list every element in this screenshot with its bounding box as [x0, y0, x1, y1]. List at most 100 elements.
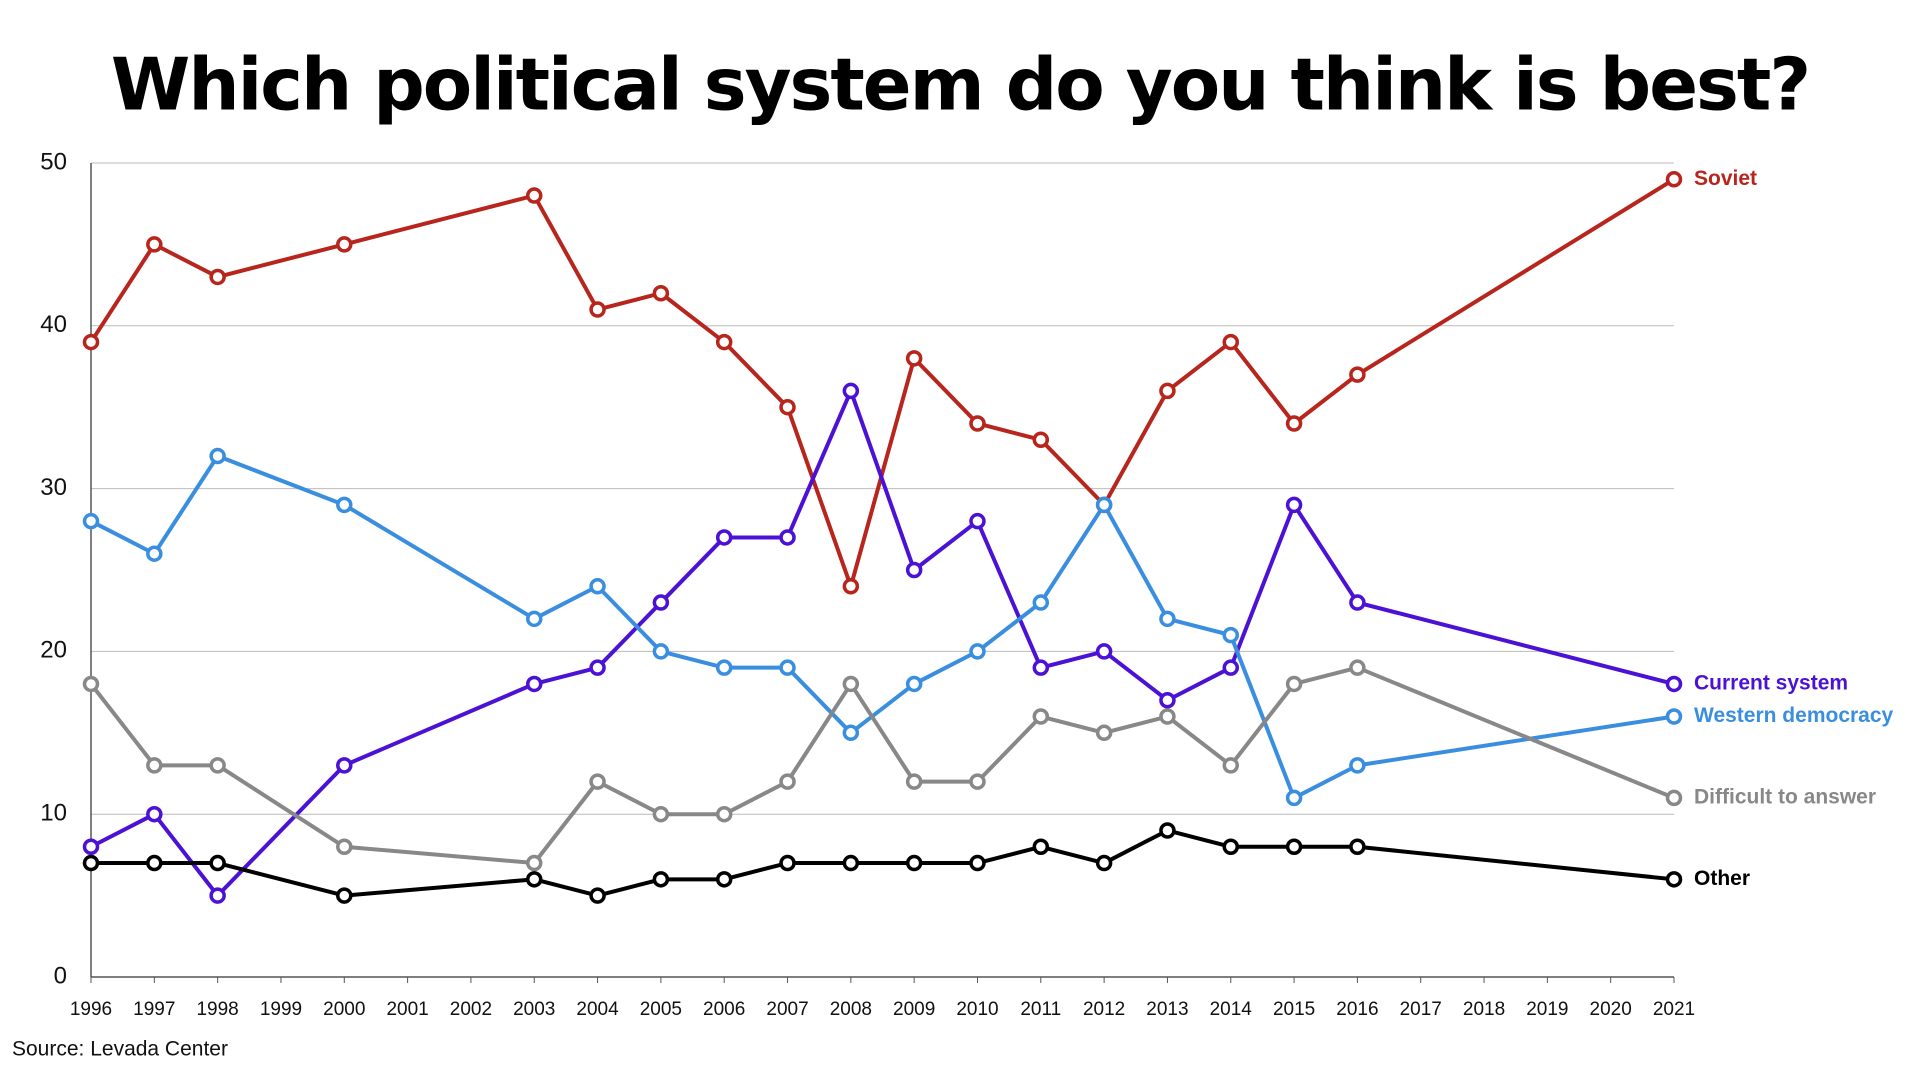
point	[1159, 691, 1176, 709]
y-tick-label: 20	[40, 637, 67, 664]
point	[82, 675, 100, 693]
point	[1095, 724, 1113, 742]
point	[779, 659, 796, 676]
point	[1159, 822, 1176, 839]
point	[779, 529, 796, 546]
x-tick-label: 2021	[1653, 999, 1695, 1020]
x-tick-label: 2008	[830, 999, 872, 1020]
series-line	[91, 828, 1675, 898]
point	[715, 333, 733, 351]
point	[1032, 708, 1050, 725]
x-tick-label: 2005	[640, 999, 682, 1020]
x-tick-label: 2011	[1020, 999, 1061, 1020]
point	[209, 268, 226, 286]
x-tick-label: 1998	[196, 999, 238, 1020]
point	[1665, 708, 1683, 725]
point	[1095, 854, 1113, 872]
point	[146, 236, 163, 253]
point	[1222, 626, 1240, 644]
point	[146, 805, 163, 823]
point	[969, 773, 986, 790]
point	[1032, 431, 1050, 449]
point	[715, 529, 733, 546]
x-tick-label: 2003	[513, 999, 555, 1020]
point	[969, 854, 986, 872]
point	[652, 805, 670, 823]
y-tick-label: 40	[40, 311, 67, 338]
point	[146, 545, 163, 562]
x-tick-label: 2012	[1083, 999, 1125, 1020]
point	[715, 871, 733, 888]
point	[905, 561, 923, 579]
source: Source: Levada Center	[12, 1038, 228, 1061]
point	[1349, 366, 1366, 383]
point	[842, 382, 860, 400]
point	[1159, 708, 1176, 725]
point	[905, 675, 923, 693]
point	[969, 643, 986, 660]
series-label: Current system	[1694, 672, 1848, 695]
point	[146, 757, 163, 774]
point	[652, 594, 670, 611]
point	[779, 773, 796, 790]
point	[1032, 838, 1050, 856]
point	[1285, 415, 1303, 432]
x-tick-label: 2002	[450, 999, 492, 1020]
point	[589, 659, 606, 676]
point	[336, 496, 353, 514]
x-tick-label: 2001	[386, 999, 428, 1020]
point	[652, 871, 670, 888]
point	[969, 512, 986, 530]
point	[589, 773, 606, 790]
point	[1349, 594, 1366, 611]
x-tick-label: 2019	[1526, 999, 1568, 1020]
point	[1222, 838, 1240, 856]
point	[589, 578, 606, 595]
point	[842, 854, 860, 872]
x-tick-label: 2009	[893, 999, 935, 1020]
point	[1285, 675, 1303, 693]
chart-title: Which political system do you think is b…	[111, 43, 1809, 127]
point	[146, 854, 163, 872]
point	[1665, 789, 1683, 807]
point	[1665, 871, 1683, 888]
point	[715, 805, 733, 823]
x-tick-label: 2006	[703, 999, 745, 1020]
point	[1665, 675, 1683, 693]
point	[525, 854, 543, 872]
point	[336, 887, 353, 904]
point	[842, 675, 860, 693]
point	[209, 757, 226, 774]
point	[1032, 594, 1050, 611]
x-tick-label: 2000	[323, 999, 365, 1020]
point	[652, 643, 670, 660]
point	[842, 578, 860, 595]
point	[336, 236, 353, 253]
point	[525, 610, 543, 628]
point	[905, 854, 923, 872]
point	[525, 871, 543, 888]
point	[1349, 838, 1366, 856]
point	[1285, 789, 1303, 807]
series-label: Soviet	[1694, 167, 1757, 190]
point	[209, 447, 226, 465]
point	[589, 887, 606, 904]
point	[715, 659, 733, 676]
x-tick-label: 2010	[956, 999, 998, 1020]
point	[905, 773, 923, 790]
series-line	[89, 665, 1675, 866]
point	[209, 887, 226, 904]
x-tick-label: 1999	[260, 999, 302, 1020]
point	[82, 512, 100, 530]
series-label: Western democracy	[1694, 704, 1894, 727]
point	[1349, 659, 1366, 676]
x-tick-label: 2017	[1400, 999, 1442, 1020]
point	[1665, 171, 1683, 188]
y-tick-label: 50	[40, 148, 67, 175]
y-tick-label: 10	[40, 800, 67, 827]
point	[1222, 659, 1240, 676]
x-tick-label: 2007	[766, 999, 808, 1020]
series-label: Other	[1694, 867, 1750, 890]
x-tick-label: 1996	[70, 999, 112, 1020]
